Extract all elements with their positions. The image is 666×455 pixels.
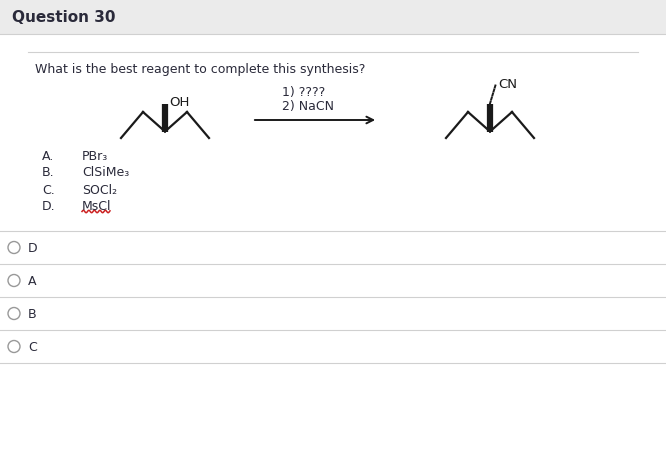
Text: B.: B. xyxy=(42,166,55,179)
Text: D: D xyxy=(28,242,37,254)
Text: MsCl: MsCl xyxy=(82,200,111,213)
Text: OH: OH xyxy=(169,96,189,109)
Text: C: C xyxy=(28,340,37,353)
Bar xyxy=(0,0,666,35)
Text: 1) ????: 1) ???? xyxy=(282,86,325,99)
Text: ClSiMe₃: ClSiMe₃ xyxy=(82,166,129,179)
Text: SOCl₂: SOCl₂ xyxy=(82,183,117,196)
Text: A.: A. xyxy=(42,149,54,162)
Text: C.: C. xyxy=(42,183,55,196)
Text: What is the best reagent to complete this synthesis?: What is the best reagent to complete thi… xyxy=(35,63,366,76)
Text: PBr₃: PBr₃ xyxy=(82,149,109,162)
Text: B: B xyxy=(28,307,37,320)
Text: D.: D. xyxy=(42,200,56,213)
Text: CN: CN xyxy=(498,78,517,91)
Text: A: A xyxy=(28,274,37,288)
Text: 2) NaCN: 2) NaCN xyxy=(282,100,334,113)
Text: Question 30: Question 30 xyxy=(12,10,115,25)
